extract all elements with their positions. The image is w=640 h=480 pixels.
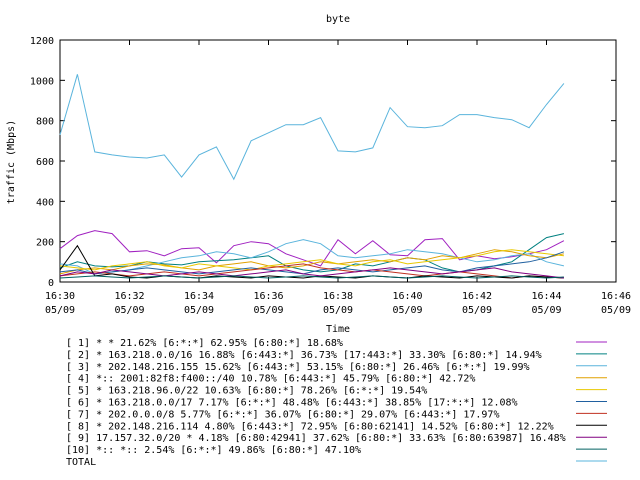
x-tick-date: 05/09 [45,305,75,316]
x-ticks: 16:30 05/09 16:32 05/09 16:34 05/09 16:36 05/09… [45,40,631,316]
y-tick-label: 600 [36,157,54,168]
y-tick-label: 800 [36,117,54,128]
x-tick-time: 16:30 [45,291,75,302]
legend-entry-label: [ 2] * 163.218.0.0/16 16.88% [6:443:*] 3… [66,350,542,361]
x-tick-date: 05/09 [114,305,144,316]
y-tick-label: 1000 [30,76,54,87]
x-tick-date: 05/09 [392,305,422,316]
legend-entry-label: [ 4] *:: 2001:82f8:f400::/40 10.78% [6:4… [66,374,475,385]
legend-entry-label: [ 1] * * 21.62% [6:*:*] 62.95% [6:80:*] … [66,338,343,349]
x-tick-date: 05/09 [531,305,561,316]
legend: [ 1] * * 21.62% [6:*:*] 62.95% [6:80:*] … [66,338,607,468]
x-tick-time: 16:46 [601,291,631,302]
x-tick-time: 16:38 [323,291,353,302]
series-line-1 [59,230,565,267]
x-tick-date: 05/09 [253,305,283,316]
series-line-11 [59,74,565,181]
series-line-7 [59,263,564,279]
x-tick-time: 16:32 [114,291,144,302]
x-tick-time: 16:34 [184,291,214,302]
plot-frame [59,39,617,283]
x-tick-date: 05/09 [184,305,214,316]
y-tick-label: 0 [48,278,54,289]
series-line-6 [59,251,565,275]
series-line-8 [59,244,564,279]
y-tick-label: 1200 [30,36,54,47]
series-line-9 [59,267,564,279]
x-tick-time: 16:40 [392,291,422,302]
legend-entry-label: [ 6] * 163.218.0.0/17 7.17% [6:*:*] 48.4… [66,398,518,409]
x-tick-time: 16:44 [531,291,561,302]
legend-entry-label: [ 7] * 202.0.0.0/8 5.77% [6:*:*] 36.07% … [66,409,499,420]
series-lines [59,74,565,279]
x-tick-time: 16:36 [253,291,283,302]
chart-title: byte [326,14,350,25]
y-axis-label: traffic (Mbps) [6,120,17,204]
x-tick-date: 05/09 [601,305,631,316]
y-tick-label: 400 [36,197,54,208]
y-ticks: 0 200 400 600 800 1000 1200 [30,36,616,289]
series-line-3 [59,239,565,275]
series-line-5 [59,249,564,271]
legend-entry-label: TOTAL [66,457,96,468]
legend-entry-label: [10] *:: *:: 2.54% [6:*:*] 49.86% [6:80:… [66,445,361,456]
legend-entry-label: [ 9] 17.157.32.0/20 * 4.18% [6:80:42941]… [66,433,566,444]
x-tick-date: 05/09 [462,305,492,316]
y-tick-label: 200 [36,238,54,249]
x-tick-time: 16:42 [462,291,492,302]
series-line-4 [59,249,565,275]
legend-entry-label: [ 8] * 202.148.216.114 4.80% [6:443:*] 7… [66,421,554,432]
x-axis-label: Time [326,324,350,335]
x-tick-date: 05/09 [323,305,353,316]
legend-entry-label: [ 3] * 202.148.216.155 15.62% [6:443:*] … [66,362,530,373]
legend-entry-label: [ 5] * 163.218.96.0/22 10.63% [6:80:*] 7… [66,386,427,397]
series-line-10 [59,275,564,279]
